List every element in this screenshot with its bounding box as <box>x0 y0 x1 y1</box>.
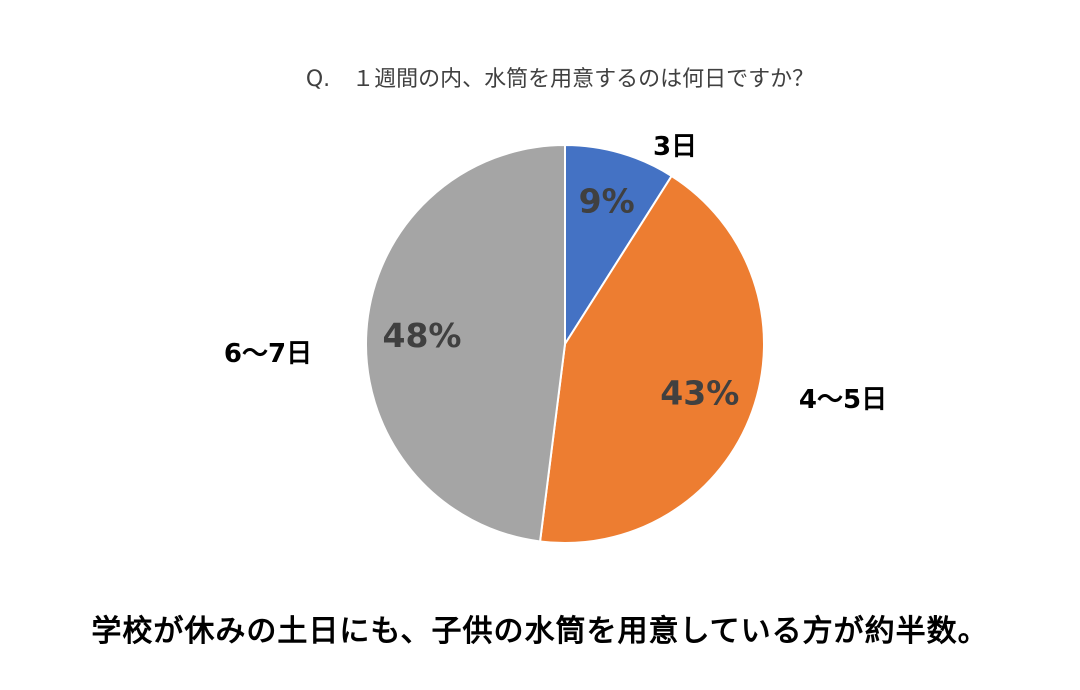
slice-percentage-label: 43% <box>660 374 739 413</box>
pie-slice-2 <box>538 174 765 544</box>
pie-chart: Q. １週間の内、水筒を用意するのは何日ですか？ 9% 43% 48% 3日 4〜5日… <box>224 67 887 544</box>
slice-category-label: 4〜5日 <box>799 385 887 415</box>
pie-slice-1 <box>564 143 674 348</box>
category-labels: 3日 4〜5日 6〜7日 <box>224 132 887 415</box>
slice-category-label: 6〜7日 <box>224 339 312 369</box>
chart-title: Q. １週間の内、水筒を用意するのは何日ですか？ <box>306 67 814 92</box>
chart-caption: 学校が休みの土日にも、子供の水筒を用意している方が約半数。 <box>91 614 989 649</box>
slice-percentage-label: 48% <box>383 316 462 355</box>
percentage-labels: 9% 43% 48% <box>383 182 740 413</box>
slice-category-label: 3日 <box>653 132 697 162</box>
slice-percentage-label: 9% <box>579 182 635 221</box>
pie-slice-3 <box>365 143 566 543</box>
pie-slices <box>365 143 765 544</box>
